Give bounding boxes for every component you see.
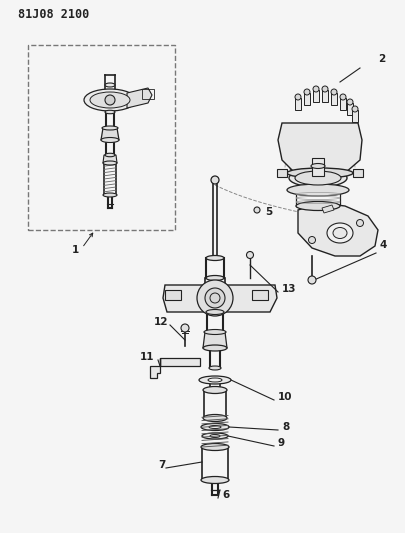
Circle shape: [254, 207, 260, 213]
Circle shape: [181, 324, 189, 332]
Text: 12: 12: [154, 317, 168, 327]
Ellipse shape: [206, 255, 224, 261]
Ellipse shape: [202, 433, 228, 439]
Ellipse shape: [333, 228, 347, 238]
Ellipse shape: [295, 171, 341, 185]
Text: 9: 9: [278, 438, 285, 448]
Ellipse shape: [203, 386, 227, 393]
Bar: [322, 90, 328, 102]
Ellipse shape: [201, 477, 229, 483]
Ellipse shape: [296, 201, 340, 211]
Ellipse shape: [206, 310, 224, 314]
Ellipse shape: [203, 415, 227, 422]
Polygon shape: [298, 203, 378, 256]
Text: 11: 11: [140, 352, 154, 362]
Ellipse shape: [103, 193, 117, 197]
Ellipse shape: [102, 126, 118, 130]
Ellipse shape: [206, 276, 224, 280]
Polygon shape: [322, 205, 334, 213]
Ellipse shape: [105, 83, 115, 87]
Bar: [165, 290, 181, 300]
Polygon shape: [127, 88, 152, 108]
Ellipse shape: [105, 154, 115, 157]
Circle shape: [322, 86, 328, 92]
Bar: [142, 89, 154, 99]
Circle shape: [247, 252, 254, 259]
Bar: [28, 45, 175, 230]
Text: 81J08 2100: 81J08 2100: [18, 7, 89, 20]
Bar: [295, 98, 301, 110]
Text: 4: 4: [380, 240, 387, 250]
Text: 2: 2: [378, 54, 385, 64]
Circle shape: [295, 94, 301, 100]
Ellipse shape: [287, 168, 353, 178]
Circle shape: [304, 89, 310, 95]
Polygon shape: [203, 332, 227, 348]
Polygon shape: [160, 358, 200, 366]
Ellipse shape: [105, 110, 115, 114]
Bar: [277, 169, 287, 177]
Ellipse shape: [199, 376, 231, 384]
Text: 7: 7: [158, 460, 165, 470]
Ellipse shape: [287, 184, 349, 196]
Ellipse shape: [209, 366, 221, 370]
Bar: [312, 158, 324, 176]
Text: 13: 13: [282, 284, 296, 294]
Circle shape: [340, 94, 346, 100]
Ellipse shape: [101, 138, 119, 142]
Ellipse shape: [327, 223, 353, 243]
Text: 3: 3: [288, 162, 295, 172]
Bar: [347, 103, 353, 115]
Bar: [340, 98, 346, 110]
Ellipse shape: [201, 424, 229, 431]
Circle shape: [347, 99, 353, 105]
Circle shape: [197, 280, 233, 316]
Text: 8: 8: [282, 422, 289, 432]
Bar: [352, 110, 358, 122]
Circle shape: [313, 86, 319, 92]
Ellipse shape: [208, 378, 222, 382]
Text: 5: 5: [265, 207, 272, 217]
Circle shape: [205, 288, 225, 308]
Circle shape: [331, 89, 337, 95]
Ellipse shape: [203, 345, 227, 351]
Circle shape: [308, 276, 316, 284]
Polygon shape: [163, 285, 277, 312]
Bar: [313, 90, 319, 102]
Bar: [353, 169, 363, 177]
Bar: [304, 93, 310, 105]
Ellipse shape: [210, 434, 220, 438]
Circle shape: [211, 176, 219, 184]
Ellipse shape: [90, 92, 130, 108]
Circle shape: [356, 220, 364, 227]
Circle shape: [105, 95, 115, 105]
Ellipse shape: [84, 89, 136, 111]
Text: 10: 10: [278, 392, 292, 402]
Bar: [331, 93, 337, 105]
Polygon shape: [278, 123, 362, 173]
Bar: [252, 290, 268, 300]
Polygon shape: [103, 155, 117, 163]
Ellipse shape: [103, 161, 117, 165]
Ellipse shape: [289, 169, 347, 187]
Polygon shape: [101, 128, 119, 140]
Ellipse shape: [209, 425, 221, 429]
Polygon shape: [150, 358, 160, 378]
Text: 6: 6: [222, 490, 229, 500]
Text: 1: 1: [71, 245, 79, 255]
Circle shape: [352, 106, 358, 112]
Ellipse shape: [311, 164, 325, 168]
Circle shape: [309, 237, 315, 244]
Ellipse shape: [204, 329, 226, 335]
Ellipse shape: [201, 443, 229, 450]
